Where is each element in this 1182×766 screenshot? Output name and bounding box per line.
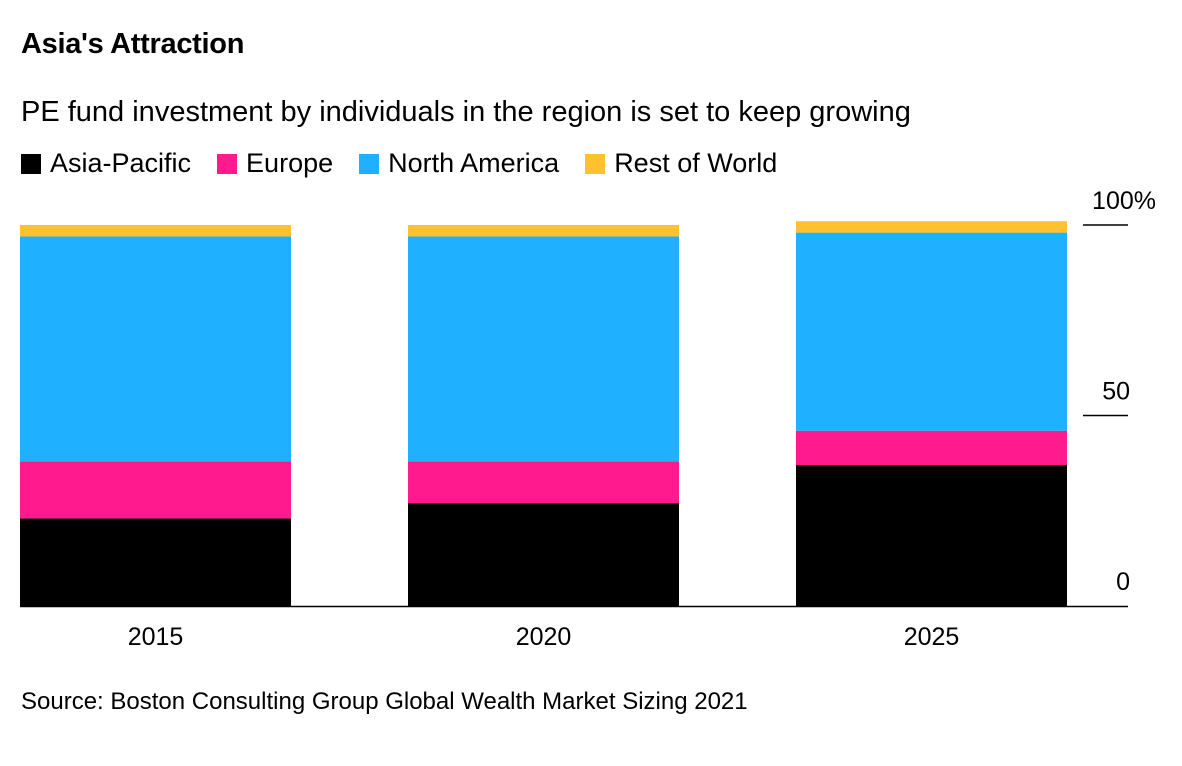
bar-2015-north-america [20,236,291,462]
bar-2025-europe [796,430,1067,466]
x-tick-label-2025: 2025 [904,623,960,651]
legend: Asia-Pacific Europe North America Rest o… [21,148,803,179]
legend-item-europe: Europe [217,148,333,179]
bar-2020-north-america [408,236,679,462]
y-tick-label-100: 100% [1092,187,1156,215]
legend-label-europe: Europe [246,148,334,178]
source-note: Source: Boston Consulting Group Global W… [21,688,748,715]
legend-item-asia-pacific: Asia-Pacific [21,148,191,179]
bar-2015-europe [20,461,291,519]
legend-swatch-asia-pacific [21,153,41,174]
bar-2020-europe [408,461,679,504]
bar-2020-asia-pacific [408,503,679,606]
x-tick-label-2015: 2015 [128,623,184,651]
bar-2025-rest-of-world [796,221,1067,233]
bar-2015-asia-pacific [20,518,291,606]
bar-2020-rest-of-world [408,225,679,237]
legend-swatch-north-america [359,153,380,174]
y-tick-label-50: 50 [1102,378,1130,406]
x-tick-label-2020: 2020 [516,623,572,651]
bar-2015-rest-of-world [20,225,291,237]
y-tick-label-0: 0 [1116,568,1130,596]
chart-subtitle: PE fund investment by individuals in the… [21,96,911,128]
legend-item-north-america: North America [359,148,559,179]
legend-item-rest-of-world: Rest of World [585,148,777,179]
legend-label-asia-pacific: Asia-Pacific [50,148,192,178]
legend-label-north-america: North America [388,148,560,178]
legend-label-rest-of-world: Rest of World [614,148,778,178]
legend-swatch-rest-of-world [585,153,606,174]
legend-swatch-europe [217,153,238,174]
bar-2025-north-america [796,232,1067,431]
chart-title: Asia's Attraction [21,28,245,60]
bar-2025-asia-pacific [796,465,1067,606]
